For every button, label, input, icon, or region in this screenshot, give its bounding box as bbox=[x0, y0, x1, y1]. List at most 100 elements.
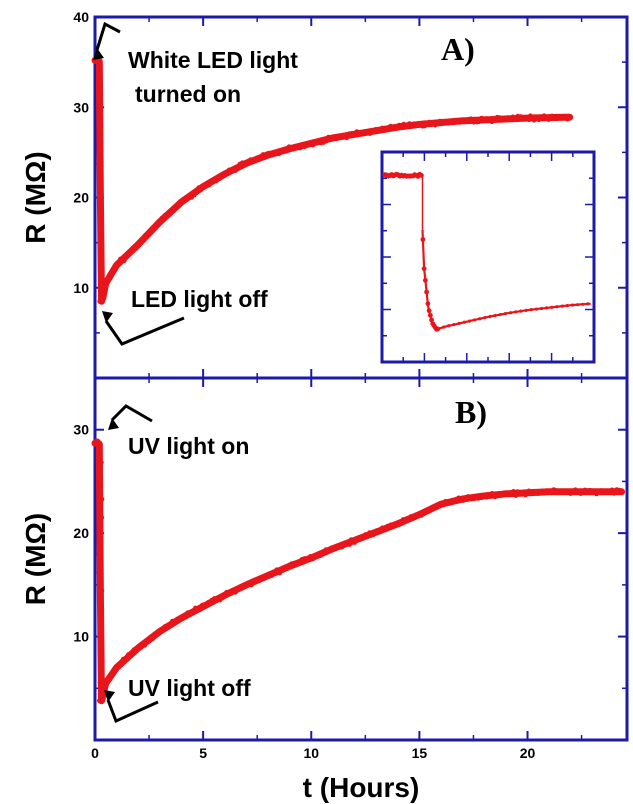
inset-data-point bbox=[586, 302, 590, 306]
panel-a-data-point bbox=[97, 230, 103, 236]
panel-b-data-point bbox=[222, 593, 228, 599]
panel-b-data-point bbox=[142, 642, 148, 648]
panel-b-data-point bbox=[408, 514, 414, 519]
panel-a-data-point bbox=[98, 264, 105, 270]
panel-b-xtick-label: 10 bbox=[303, 745, 319, 761]
panel-a-annotation: turned on bbox=[135, 81, 241, 107]
panel-b-data-point bbox=[175, 616, 181, 622]
panel-b-data-point bbox=[115, 664, 121, 670]
panel-a-data-point bbox=[97, 144, 103, 150]
panel-b-data-point bbox=[97, 563, 103, 568]
panel-b-data-point bbox=[554, 488, 559, 494]
panel-a-data-point bbox=[98, 281, 104, 287]
panel-a-data-point bbox=[96, 58, 102, 64]
x-axis-title: t (Hours) bbox=[303, 772, 420, 803]
panel-a-data-point bbox=[447, 120, 453, 126]
panel-a-data-point bbox=[159, 215, 165, 221]
inset-frame bbox=[380, 150, 596, 364]
inset-data-point bbox=[473, 318, 477, 322]
panel-a-data-point bbox=[457, 118, 463, 123]
inset-data-point bbox=[427, 312, 433, 318]
panel-b-data-point bbox=[380, 525, 385, 531]
panel-b-data-point bbox=[98, 459, 104, 466]
inset-data-point bbox=[514, 310, 518, 314]
panel-a-data-point bbox=[175, 204, 181, 210]
panel-a-data-point bbox=[302, 144, 307, 150]
panel-a-data-point bbox=[243, 162, 249, 168]
panel-a-annotation: White LED light bbox=[128, 47, 298, 73]
panel-b-data-point bbox=[253, 579, 258, 585]
panel-b-ytick-label: 10 bbox=[73, 629, 89, 645]
panel-b-data-point bbox=[96, 569, 102, 576]
panel-b-data-point bbox=[248, 582, 254, 588]
panel-b-data-point bbox=[97, 478, 103, 484]
inset-data-point bbox=[425, 301, 431, 307]
panel-a-data-point bbox=[108, 271, 114, 276]
inset-data-point bbox=[560, 304, 564, 308]
panel-a-data-point bbox=[234, 166, 240, 172]
panel-b-data-point bbox=[364, 534, 370, 540]
inset-data-point bbox=[581, 302, 585, 306]
panel-a-data-point bbox=[344, 135, 350, 141]
panel-b-data-point bbox=[274, 567, 280, 573]
panel-a-data-point bbox=[476, 119, 482, 125]
inset-data-point bbox=[442, 325, 446, 329]
panel-a-data-point bbox=[354, 129, 360, 135]
panel-b-data-point bbox=[100, 693, 106, 698]
panel-b-frame bbox=[93, 376, 629, 742]
inset-data-point bbox=[422, 277, 428, 283]
panel-b-data-point bbox=[98, 606, 105, 612]
panel-b-data-band bbox=[91, 438, 626, 705]
panel-a-data-point bbox=[566, 114, 572, 119]
panel-a-data-point bbox=[121, 258, 127, 264]
panel-b-data-point bbox=[97, 643, 103, 649]
panel-b-xtick-label: 0 bbox=[91, 745, 99, 761]
panel-b-data-point bbox=[150, 636, 155, 642]
panel-a-annotation: LED light off bbox=[131, 286, 268, 312]
inset-data-point bbox=[436, 327, 441, 331]
panel-a-data-point bbox=[310, 142, 316, 148]
panel-a-data-point bbox=[546, 117, 552, 122]
panel-b-data-point bbox=[569, 490, 575, 496]
panel-a-data-point bbox=[468, 116, 474, 122]
panel-a-data-point bbox=[97, 195, 103, 202]
panel-b-data-point bbox=[606, 490, 611, 495]
panel-b-annotation-arrow bbox=[110, 404, 153, 423]
panel-a-data-point bbox=[403, 124, 409, 130]
panel-b-series bbox=[91, 438, 626, 705]
panel-a-data-point bbox=[97, 110, 103, 116]
panel-a-ytick-label: 30 bbox=[73, 99, 89, 115]
panel-b-data-point bbox=[619, 490, 624, 495]
panel-a-data-point bbox=[96, 127, 102, 133]
panel-b-data-point bbox=[99, 496, 105, 502]
inset-data-point bbox=[429, 317, 434, 323]
panel-a-data-point bbox=[201, 183, 207, 189]
panel-a-data-point bbox=[226, 167, 232, 173]
panel-b-annotation-arrowhead bbox=[104, 690, 115, 702]
panel-a-data-point bbox=[118, 256, 123, 262]
panel-b-data-point bbox=[582, 487, 588, 493]
panel-b-data-point bbox=[347, 542, 352, 547]
panel-b-data-point bbox=[535, 491, 541, 496]
panel-b-data-point bbox=[96, 441, 102, 447]
panel-a-data-point bbox=[97, 247, 104, 253]
panel-a-ylabel: R (MΩ) bbox=[20, 151, 51, 243]
panel-b-data-point bbox=[195, 605, 201, 611]
panel-a-data-point bbox=[284, 148, 289, 154]
panel-b-data-point bbox=[325, 548, 331, 554]
inset-data-point bbox=[565, 303, 569, 308]
panel-b-ytick-label: 30 bbox=[73, 422, 89, 438]
panel-a-data-point bbox=[105, 278, 111, 284]
panel-a-data-point bbox=[97, 178, 103, 184]
panel-b-data-point bbox=[508, 492, 514, 498]
panel-b-annotation-arrowhead bbox=[108, 418, 119, 430]
inset-data-point bbox=[509, 311, 513, 315]
panel-b-data-point bbox=[107, 675, 113, 680]
panel-b-data-point bbox=[590, 489, 596, 495]
panel-b-data-point bbox=[611, 490, 617, 496]
panel-a-annotation-arrow bbox=[104, 316, 185, 346]
panel-a-data-point bbox=[96, 92, 102, 99]
inset-data-point bbox=[483, 315, 487, 320]
inset-data-point bbox=[457, 321, 461, 326]
